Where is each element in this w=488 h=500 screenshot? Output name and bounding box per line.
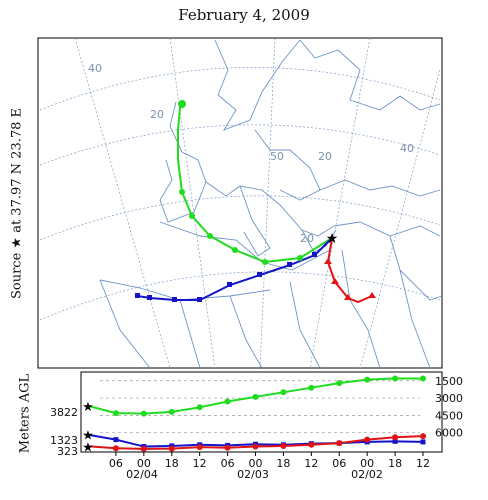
- altitude-point-red: [308, 441, 315, 448]
- x-tick-label: 12: [304, 457, 318, 470]
- y-tick-label: 1500: [435, 375, 463, 388]
- x-tick-label: 12: [416, 457, 430, 470]
- page-title: February 4, 2009: [178, 6, 310, 24]
- source-star-icon: ★: [326, 231, 339, 247]
- x-tick-label: 00: [137, 457, 151, 470]
- start-height-label: 323: [57, 445, 78, 458]
- altitude-point-red: [336, 440, 343, 447]
- start-star-icon: ★: [82, 440, 94, 455]
- x-tick-label: 12: [193, 457, 207, 470]
- graticule-label: 20: [318, 150, 332, 163]
- x-tick-label: 06: [221, 457, 235, 470]
- altitude-point-green: [224, 398, 231, 405]
- altitude-point-green: [252, 393, 259, 400]
- altitude-point-green: [140, 410, 147, 417]
- x-tick-label: 18: [388, 457, 402, 470]
- altitude-frame: [80, 371, 443, 453]
- date-tick: 02/02: [351, 468, 383, 481]
- altitude-point-red: [420, 433, 426, 440]
- graticule-label: 40: [400, 142, 414, 155]
- graticule-label: 40: [88, 62, 102, 75]
- altitude-point-red: [112, 445, 119, 452]
- altitude-point-red: [252, 443, 259, 450]
- x-tick-label: 06: [109, 457, 123, 470]
- altitude-point-blue: [113, 437, 119, 443]
- land-outlines: [99, 39, 443, 369]
- graticule: [39, 37, 441, 369]
- altitude-point-green: [308, 384, 315, 391]
- altitude-point-red: [196, 444, 203, 451]
- altitude-point-blue: [392, 438, 398, 444]
- altitude-point-green: [392, 375, 399, 382]
- altitude-point-green: [280, 389, 287, 396]
- map-frame: [37, 37, 443, 369]
- altitude-point-green: [196, 404, 203, 411]
- altitude-point-green: [168, 408, 175, 415]
- date-tick: 02/03: [237, 468, 269, 481]
- date-tick: 02/04: [126, 468, 158, 481]
- altitude-point-green: [336, 380, 343, 387]
- altitude-point-green: [420, 375, 426, 382]
- y-tick-label: 3000: [435, 392, 463, 405]
- y-tick-label: 6000: [435, 427, 463, 440]
- start-star-icon: ★: [82, 400, 94, 415]
- x-tick-label: 18: [276, 457, 290, 470]
- altitude-point-red: [392, 434, 399, 441]
- trajectory-markers: [135, 100, 376, 302]
- altitude-point-blue: [420, 439, 426, 445]
- altitude-point-red: [140, 445, 147, 452]
- altitude-point-red: [280, 442, 287, 449]
- x-tick-label: 18: [165, 457, 179, 470]
- altitude-point-red: [168, 445, 175, 452]
- altitude-point-green: [364, 376, 371, 383]
- x-tick-label: 00: [249, 457, 263, 470]
- start-height-label: 3822: [50, 406, 78, 419]
- altitude-point-red: [364, 436, 371, 443]
- x-tick-label: 00: [360, 457, 374, 470]
- start-height-label: 1323: [50, 434, 78, 447]
- altitude-point-green: [112, 410, 119, 417]
- x-tick-label: 06: [332, 457, 346, 470]
- start-star-icon: ★: [82, 429, 94, 444]
- trajectory-red: [326, 237, 373, 304]
- graticule-label: 20: [150, 108, 164, 121]
- graticule-label: 50: [270, 150, 284, 163]
- altitude-point-red: [224, 444, 231, 451]
- y-tick-label: 4500: [435, 409, 463, 422]
